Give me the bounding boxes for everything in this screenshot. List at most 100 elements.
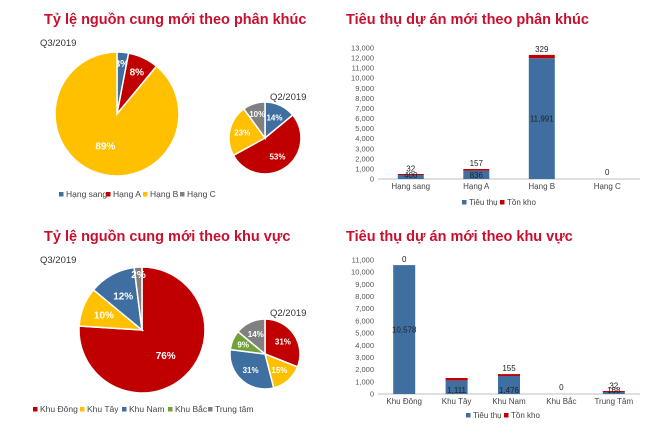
bar2-legend-label-0: Tiêu thụ xyxy=(469,198,498,207)
bar2-stock-2 xyxy=(528,54,555,59)
bar2-stock-label-2: 329 xyxy=(535,45,549,54)
bar5-sold-2 xyxy=(498,376,520,394)
pie1-label-3: 10% xyxy=(249,110,265,119)
bar2-ytick-10: 10,000 xyxy=(351,74,374,83)
bar2-sold-label-1: 836 xyxy=(470,171,484,180)
bar5-stock-label-2: 155 xyxy=(502,364,516,373)
chart-title-sales-region: Tiêu thụ dự án mới theo khu vực xyxy=(346,229,573,245)
legend0-marker-2 xyxy=(143,192,148,197)
bar5-legend-label-1: Tồn kho xyxy=(511,411,540,420)
legend0-label-0: Hạng sang xyxy=(66,189,107,199)
bar2-ytick-11: 11,000 xyxy=(352,64,374,73)
bar5-sold-label-3: 0 xyxy=(559,383,564,392)
bar2-sold-label-0: 400 xyxy=(404,171,418,180)
bar5-ytick-8: 8,000 xyxy=(355,292,374,301)
bar5-ytick-4: 4,000 xyxy=(355,341,374,350)
legend3-marker-0 xyxy=(33,407,38,412)
bar5-ytick-6: 6,000 xyxy=(355,316,374,325)
bar5-xtick-0: Khu Đông xyxy=(386,397,422,406)
pie4-slice-0 xyxy=(264,318,301,368)
pie1-slice-2 xyxy=(228,107,267,157)
bar2-sold-2 xyxy=(528,58,555,180)
bar5-sold-4 xyxy=(602,392,625,394)
bar5-ytick-11: 11,000 xyxy=(352,256,374,265)
pie4-label-4: 14% xyxy=(248,330,264,339)
bar2-ytick-2: 2,000 xyxy=(355,154,374,163)
bar2-stock-1 xyxy=(463,169,490,171)
bar2-ytick-7: 7,000 xyxy=(355,104,374,113)
bar5-ytick-1: 1,000 xyxy=(355,377,374,386)
bar2-xtick-2: Hạng B xyxy=(528,182,555,191)
pie0-label-0: 3% xyxy=(115,59,130,70)
bar5-sold-label-0: 10,578 xyxy=(392,326,417,335)
bar5-xtick-1: Khu Tây xyxy=(442,397,472,406)
period-label-q2-segment: Q2/2019 xyxy=(270,92,307,103)
bar5-ytick-7: 7,000 xyxy=(355,304,374,313)
bar2-stock-0 xyxy=(397,174,424,175)
pie3-slice-4 xyxy=(133,266,143,331)
bar2-xtick-0: Hạng sang xyxy=(391,182,430,191)
pie1-slice-3 xyxy=(242,101,266,141)
bar2-legend-label-1: Tồn kho xyxy=(507,198,536,207)
chart-title-sales-segment: Tiêu thụ dự án mới theo phân khúc xyxy=(346,12,589,28)
pie4-slice-2 xyxy=(229,348,275,390)
bar5-xtick-2: Khu Nam xyxy=(492,397,526,406)
bar5-sold-label-2: 1,476 xyxy=(499,386,520,395)
bar5-ytick-3: 3,000 xyxy=(355,353,374,362)
legend3-label-2: Khu Nam xyxy=(129,404,164,414)
legend3-marker-4 xyxy=(208,407,213,412)
bar5-ytick-9: 9,000 xyxy=(355,280,374,289)
pie0-label-1: 8% xyxy=(130,67,145,78)
legend3-label-3: Khu Bắc xyxy=(175,404,208,414)
pie1-label-1: 53% xyxy=(269,152,285,161)
legend0-label-3: Hạng C xyxy=(187,189,216,199)
bar2-sold-label-2: 11,991 xyxy=(530,115,554,124)
bar5-sold-0 xyxy=(393,265,416,394)
pie4-slice-4 xyxy=(236,318,266,356)
legend0-marker-3 xyxy=(180,192,185,197)
pie3-label-1: 10% xyxy=(94,310,114,321)
pie3-label-0: 76% xyxy=(156,351,176,362)
bar2-xtick-1: Hạng A xyxy=(463,182,490,191)
legend3-marker-3 xyxy=(168,407,173,412)
bar5-stock-1 xyxy=(445,378,468,381)
legend0-marker-1 xyxy=(106,192,111,197)
legend0-marker-0 xyxy=(59,192,64,197)
pie4-label-0: 31% xyxy=(275,338,291,347)
bar5-stock-4 xyxy=(602,391,625,392)
chart-title-supply-segment: Tỷ lệ nguồn cung mới theo phân khúc xyxy=(44,12,307,28)
chart-title-supply-region: Tỷ lệ nguồn cung mới theo khu vực xyxy=(44,229,291,245)
bar2-ytick-3: 3,000 xyxy=(355,144,374,153)
bar5-ytick-10: 10,000 xyxy=(351,268,374,277)
pie4-label-3: 9% xyxy=(237,340,249,349)
bar5-legend-marker-0 xyxy=(466,413,471,418)
bar2-ytick-13: 13,000 xyxy=(351,44,374,53)
bar2-sold-label-3: 0 xyxy=(605,168,610,177)
bar5-sold-label-4: 168 xyxy=(607,386,621,395)
bar5-xtick-4: Trung Tâm xyxy=(594,397,633,406)
bar2-ytick-9: 9,000 xyxy=(355,84,374,93)
bar5-ytick-5: 5,000 xyxy=(355,329,374,338)
legend3-label-4: Trung tâm xyxy=(215,404,253,414)
bar2-ytick-12: 12,000 xyxy=(351,54,374,63)
bar2-ytick-5: 5,000 xyxy=(355,124,374,133)
bar2-ytick-4: 4,000 xyxy=(355,134,374,143)
legend3-marker-1 xyxy=(80,407,85,412)
bar5-ytick-0: 0 xyxy=(370,390,374,399)
bar5-stock-2 xyxy=(498,374,520,376)
bar2-legend-marker-1 xyxy=(500,200,505,205)
pie0-label-2: 89% xyxy=(95,142,115,153)
bar5-xtick-3: Khu Bắc xyxy=(546,397,576,406)
legend3-label-1: Khu Tây xyxy=(87,404,119,414)
pie4-label-1: 15% xyxy=(271,366,287,375)
pie1-slice-1 xyxy=(232,113,302,175)
bar5-stock-label-4: 32 xyxy=(609,382,618,391)
pie3-label-4: 2% xyxy=(131,270,146,281)
bar2-ytick-1: 1,000 xyxy=(355,164,374,173)
bar2-stock-label-0: 32 xyxy=(406,165,415,174)
bar2-sold-0 xyxy=(397,175,424,179)
period-label-q3-region: Q3/2019 xyxy=(40,255,77,266)
bar2-ytick-6: 6,000 xyxy=(355,114,374,123)
period-label-q2-region: Q2/2019 xyxy=(270,308,307,319)
